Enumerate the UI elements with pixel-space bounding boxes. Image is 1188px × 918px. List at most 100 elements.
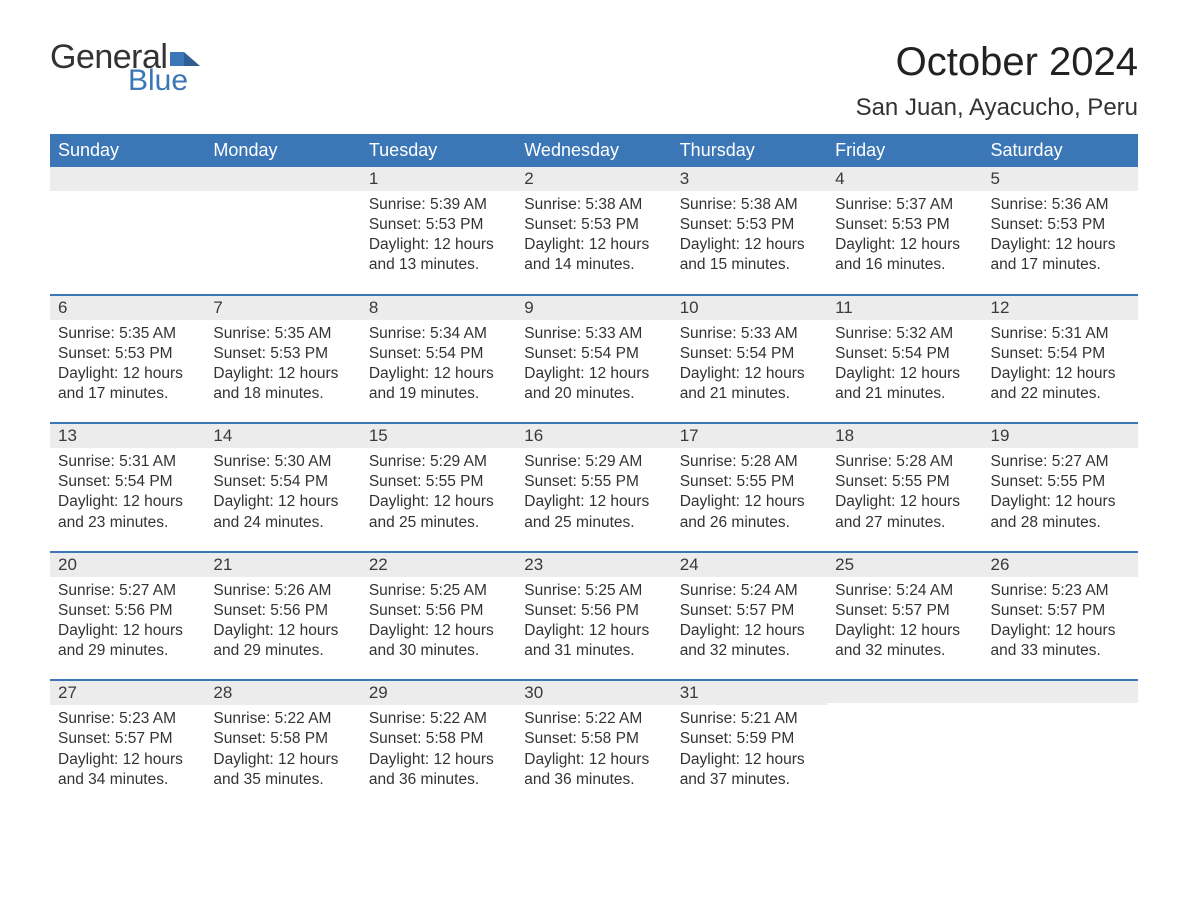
weekday-header: Sunday [50,134,205,167]
day-number: 5 [983,167,1138,191]
sunset-line: Sunset: 5:54 PM [991,344,1130,364]
sunset-line: Sunset: 5:57 PM [58,729,197,749]
day-cell: 18 Sunrise: 5:28 AMSunset: 5:55 PMDayligh… [827,422,982,551]
day-number: 14 [205,422,360,448]
daylight-line: Daylight: 12 hours and 36 minutes. [369,750,508,790]
day-cell [205,167,360,294]
day-cell: 20Sunrise: 5:27 AMSunset: 5:56 PMDayligh… [50,551,205,680]
sunrise-line: Sunrise: 5:22 AM [524,709,663,729]
weekday-header-row: SundayMondayTuesdayWednesdayThursdayFrid… [50,134,1138,167]
day-number: 25 [827,551,982,577]
day-cell: 31Sunrise: 5:21 AMSunset: 5:59 PMDayligh… [672,679,827,808]
sunrise-line: Sunrise: 5:29 AM [369,452,508,472]
day-number: 1 [361,167,516,191]
day-body: Sunrise: 5:22 AMSunset: 5:58 PMDaylight:… [361,705,516,790]
daylight-line: Daylight: 12 hours and 25 minutes. [369,492,508,532]
day-body: Sunrise: 5:34 AMSunset: 5:54 PMDaylight:… [361,320,516,405]
daylight-line: Daylight: 12 hours and 21 minutes. [835,364,974,404]
day-number: 13 [50,422,205,448]
daylight-line: Daylight: 12 hours and 26 minutes. [680,492,819,532]
sunrise-line: Sunrise: 5:26 AM [213,581,352,601]
day-body: Sunrise: 5:32 AMSunset: 5:54 PMDaylight:… [827,320,982,405]
sunset-line: Sunset: 5:58 PM [213,729,352,749]
day-number: 19 [983,422,1138,448]
day-body: Sunrise: 5:23 AMSunset: 5:57 PMDaylight:… [983,577,1138,662]
sunrise-line: Sunrise: 5:22 AM [369,709,508,729]
sunset-line: Sunset: 5:54 PM [524,344,663,364]
day-cell: 5Sunrise: 5:36 AMSunset: 5:53 PMDaylight… [983,167,1138,294]
day-number: 7 [205,294,360,320]
day-cell: 4Sunrise: 5:37 AMSunset: 5:53 PMDaylight… [827,167,982,294]
header: General Blue October 2024 San Juan, Ayac… [50,40,1138,122]
day-body [50,191,205,195]
sunset-line: Sunset: 5:56 PM [524,601,663,621]
daylight-line: Daylight: 12 hours and 34 minutes. [58,750,197,790]
day-body: Sunrise: 5:26 AMSunset: 5:56 PMDaylight:… [205,577,360,662]
day-number [50,167,205,191]
day-number: 20 [50,551,205,577]
day-number: 27 [50,679,205,705]
day-number: 29 [361,679,516,705]
daylight-line: Daylight: 12 hours and 15 minutes. [680,235,819,275]
sunrise-line: Sunrise: 5:30 AM [213,452,352,472]
day-body: Sunrise: 5:38 AMSunset: 5:53 PMDaylight:… [516,191,671,276]
day-number [827,679,982,703]
daylight-line: Daylight: 12 hours and 33 minutes. [991,621,1130,661]
week-row: 13Sunrise: 5:31 AMSunset: 5:54 PMDayligh… [50,422,1138,551]
sunset-line: Sunset: 5:55 PM [369,472,508,492]
weekday-header: Monday [205,134,360,167]
day-number: 3 [672,167,827,191]
day-cell: 28Sunrise: 5:22 AMSunset: 5:58 PMDayligh… [205,679,360,808]
week-row: 27Sunrise: 5:23 AMSunset: 5:57 PMDayligh… [50,679,1138,808]
daylight-line: Daylight: 12 hours and 32 minutes. [680,621,819,661]
sunrise-line: Sunrise: 5:32 AM [835,324,974,344]
day-cell [983,679,1138,808]
sunrise-line: Sunrise: 5:28 AM [835,452,974,472]
day-body [205,191,360,195]
day-cell: 24Sunrise: 5:24 AMSunset: 5:57 PMDayligh… [672,551,827,680]
title-block: October 2024 San Juan, Ayacucho, Peru [856,40,1138,122]
sunset-line: Sunset: 5:54 PM [835,344,974,364]
day-body: Sunrise: 5:29 AMSunset: 5:55 PMDaylight:… [516,448,671,533]
sunrise-line: Sunrise: 5:24 AM [680,581,819,601]
sunset-line: Sunset: 5:55 PM [835,472,974,492]
daylight-line: Daylight: 12 hours and 31 minutes. [524,621,663,661]
daylight-line: Daylight: 12 hours and 30 minutes. [369,621,508,661]
sunset-line: Sunset: 5:53 PM [680,215,819,235]
day-cell: 8Sunrise: 5:34 AMSunset: 5:54 PMDaylight… [361,294,516,423]
day-cell: 22Sunrise: 5:25 AMSunset: 5:56 PMDayligh… [361,551,516,680]
sunrise-line: Sunrise: 5:24 AM [835,581,974,601]
sunrise-line: Sunrise: 5:31 AM [58,452,197,472]
daylight-line: Daylight: 12 hours and 14 minutes. [524,235,663,275]
sunset-line: Sunset: 5:53 PM [991,215,1130,235]
daylight-line: Daylight: 12 hours and 17 minutes. [991,235,1130,275]
day-body: Sunrise: 5:21 AMSunset: 5:59 PMDaylight:… [672,705,827,790]
day-cell: 2Sunrise: 5:38 AMSunset: 5:53 PMDaylight… [516,167,671,294]
day-number: 18 [827,422,982,448]
daylight-line: Daylight: 12 hours and 29 minutes. [58,621,197,661]
day-cell: 21Sunrise: 5:26 AMSunset: 5:56 PMDayligh… [205,551,360,680]
sunrise-line: Sunrise: 5:21 AM [680,709,819,729]
day-cell: 30Sunrise: 5:22 AMSunset: 5:58 PMDayligh… [516,679,671,808]
daylight-line: Daylight: 12 hours and 25 minutes. [524,492,663,532]
day-body: Sunrise: 5:25 AMSunset: 5:56 PMDaylight:… [516,577,671,662]
day-body: Sunrise: 5:35 AMSunset: 5:53 PMDaylight:… [50,320,205,405]
sunrise-line: Sunrise: 5:22 AM [213,709,352,729]
sunset-line: Sunset: 5:56 PM [58,601,197,621]
weekday-header: Wednesday [516,134,671,167]
day-cell: 29Sunrise: 5:22 AMSunset: 5:58 PMDayligh… [361,679,516,808]
day-number: 31 [672,679,827,705]
day-number: 9 [516,294,671,320]
day-body: Sunrise: 5:33 AMSunset: 5:54 PMDaylight:… [672,320,827,405]
daylight-line: Daylight: 12 hours and 22 minutes. [991,364,1130,404]
daylight-line: Daylight: 12 hours and 27 minutes. [835,492,974,532]
sunset-line: Sunset: 5:55 PM [524,472,663,492]
day-body: Sunrise: 5:30 AMSunset: 5:54 PMDaylight:… [205,448,360,533]
day-number: 8 [361,294,516,320]
sunset-line: Sunset: 5:55 PM [680,472,819,492]
weekday-header: Saturday [983,134,1138,167]
day-body: Sunrise: 5:31 AMSunset: 5:54 PMDaylight:… [50,448,205,533]
day-body: Sunrise: 5:28 AMSunset: 5:55 PMDaylight:… [672,448,827,533]
sunset-line: Sunset: 5:53 PM [835,215,974,235]
sunset-line: Sunset: 5:58 PM [524,729,663,749]
